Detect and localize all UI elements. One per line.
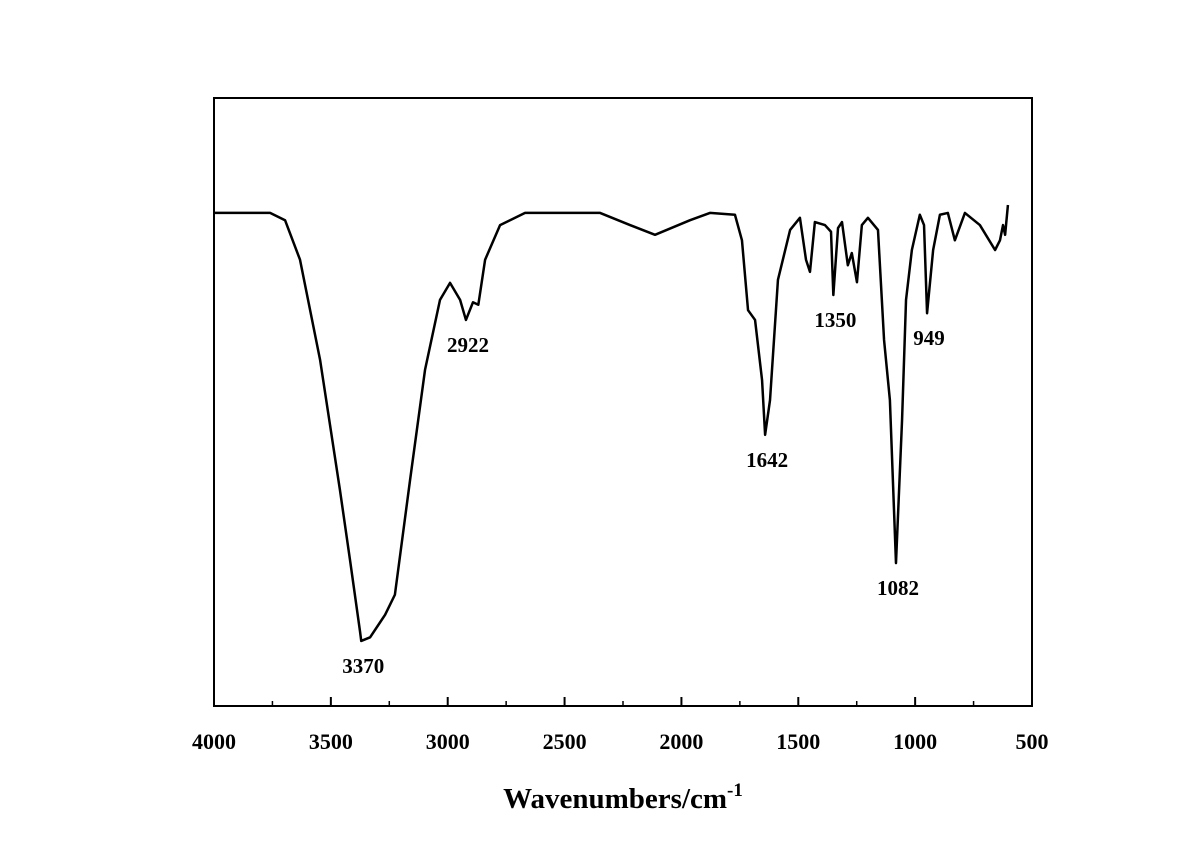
peak-label: 1350 <box>814 308 856 332</box>
x-tick-label: 3500 <box>309 729 353 754</box>
x-tick-label: 4000 <box>192 729 236 754</box>
x-axis-label-sup: -1 <box>727 780 743 801</box>
x-tick-label: 1000 <box>893 729 937 754</box>
peak-label: 1642 <box>746 448 788 472</box>
peak-label: 3370 <box>342 654 384 678</box>
peak-label: 2922 <box>447 333 489 357</box>
x-axis-label: Wavenumbers/cm-1 <box>503 780 743 815</box>
peak-label: 1082 <box>877 576 919 600</box>
plot-frame <box>213 97 1033 707</box>
x-tick-label: 2000 <box>659 729 703 754</box>
peak-label: 949 <box>913 326 945 350</box>
x-axis-label-text: Wavenumbers/cm <box>503 783 727 815</box>
x-tick-label: 500 <box>1016 729 1049 754</box>
spectrum-line <box>214 204 1010 643</box>
x-tick-label: 3000 <box>426 729 470 754</box>
x-tick-label: 1500 <box>776 729 820 754</box>
x-tick-label: 2500 <box>543 729 587 754</box>
